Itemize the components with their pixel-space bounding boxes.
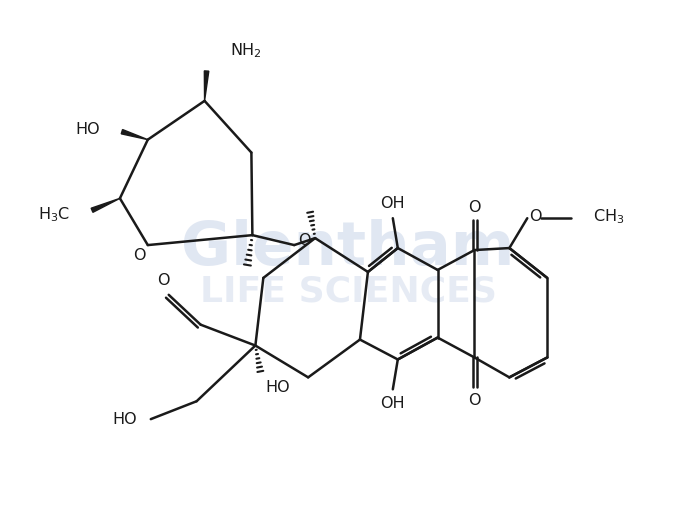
Text: HO: HO (265, 380, 290, 395)
Polygon shape (205, 71, 209, 101)
Text: O: O (298, 232, 310, 248)
Text: LIFE SCIENCES: LIFE SCIENCES (200, 275, 496, 309)
Text: CH$_3$: CH$_3$ (593, 207, 624, 226)
Text: O: O (529, 209, 541, 224)
Text: HO: HO (112, 412, 137, 426)
Text: O: O (134, 248, 146, 263)
Polygon shape (91, 198, 120, 212)
Text: O: O (468, 200, 481, 215)
Text: OH: OH (381, 396, 405, 411)
Text: Glentham: Glentham (181, 218, 515, 278)
Text: OH: OH (381, 196, 405, 211)
Text: H$_3$C: H$_3$C (38, 205, 70, 224)
Polygon shape (121, 129, 148, 140)
Text: O: O (468, 393, 481, 408)
Text: HO: HO (75, 122, 100, 137)
Text: O: O (157, 274, 170, 289)
Text: NH$_2$: NH$_2$ (230, 42, 262, 60)
